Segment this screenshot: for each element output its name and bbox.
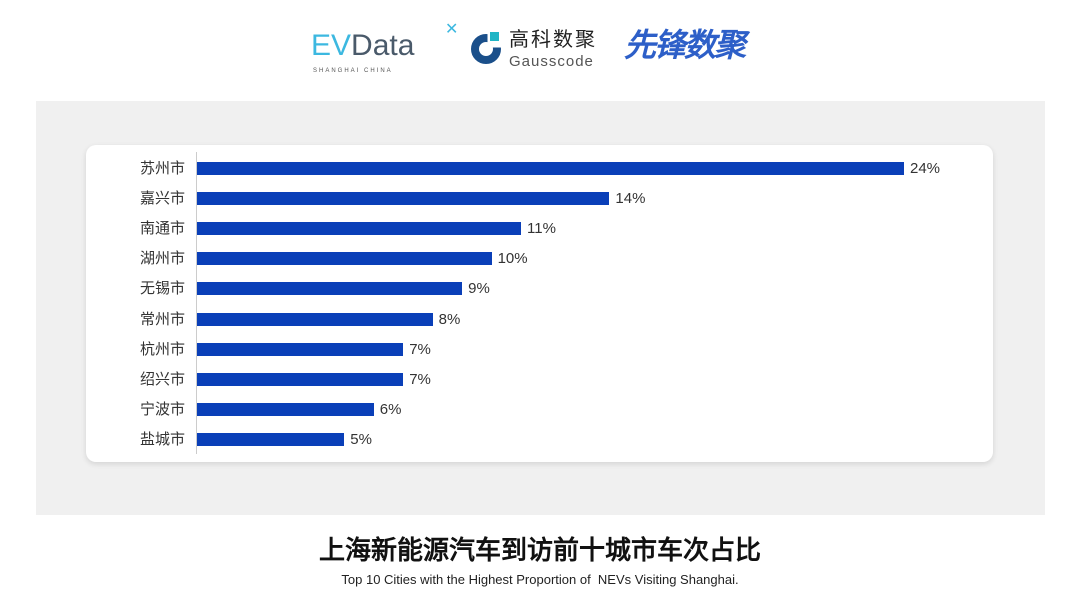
category-label: 无锡市	[139, 280, 185, 297]
bar	[197, 403, 374, 416]
bar	[197, 252, 492, 265]
bar	[197, 433, 345, 446]
data-label: 5%	[350, 431, 372, 448]
bar	[197, 343, 404, 356]
category-label: 盐城市	[139, 431, 185, 448]
data-label: 14%	[615, 190, 646, 207]
category-label: 苏州市	[139, 160, 185, 177]
evdata-logo: EVData ✕ SHANGHAI CHINA	[311, 21, 459, 75]
data-label: 9%	[468, 280, 490, 297]
data-label: 7%	[409, 341, 431, 358]
category-label: 常州市	[139, 311, 185, 328]
logo-bar: EVData ✕ SHANGHAI CHINA 高科数聚 Gausscode 先锋数…	[311, 21, 746, 75]
data-label: 7%	[409, 371, 431, 388]
data-label: 6%	[379, 401, 402, 418]
category-label: 绍兴市	[139, 371, 185, 388]
category-label: 南通市	[139, 220, 185, 237]
x-mark-icon: ✕	[445, 21, 459, 38]
category-label: 嘉兴市	[139, 190, 185, 207]
data-label: 11%	[527, 220, 556, 237]
bar	[197, 313, 433, 326]
bar	[197, 162, 904, 175]
category-label: 杭州市	[139, 341, 185, 358]
bar	[197, 282, 463, 295]
chart-title: 上海新能源汽车到访前十城市车次占比	[318, 535, 761, 565]
y-axis-line	[196, 152, 197, 454]
xianfeng-logo: 先锋数聚	[624, 27, 746, 63]
bar	[197, 222, 522, 235]
chart-subtitle: Top 10 Cities with the Highest Proportio…	[341, 572, 739, 587]
bar	[197, 192, 610, 205]
data-label: 8%	[438, 311, 461, 328]
data-label: 24%	[910, 160, 941, 177]
category-label: 宁波市	[139, 401, 185, 418]
bar	[197, 373, 404, 386]
category-label: 湖州市	[139, 250, 185, 267]
data-label: 10%	[497, 250, 528, 267]
